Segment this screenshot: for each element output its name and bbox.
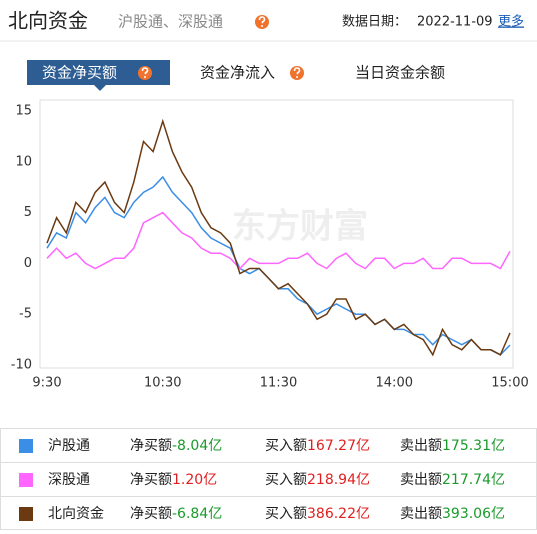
sell-value: 217.74亿 [442,472,505,488]
tab[interactable]: 资金净流入 [200,64,275,82]
series-line [46,118,511,357]
net-cell: 净买额-6.84亿 [130,506,222,522]
net-value: -6.84亿 [172,506,222,522]
sell-cell: 卖出额175.31亿 [400,438,505,454]
buy-value: 167.27亿 [307,438,370,454]
sell-value: 393.06亿 [442,506,505,522]
tab[interactable]: 当日资金余额 [355,64,445,82]
x-tick-label: 14:00 [376,376,413,391]
net-label: 净买额 [130,472,172,488]
buy-label: 买入额 [265,506,307,522]
buy-label: 买入额 [265,438,307,454]
help-icon[interactable] [290,66,304,80]
x-tick-label: 9:30 [32,376,61,391]
buy-cell: 买入额167.27亿 [265,438,370,454]
more-link[interactable]: 更多 [498,14,524,30]
legend-swatch [19,439,33,453]
legend-name: 沪股通 [48,438,90,454]
buy-cell: 买入额218.94亿 [265,472,370,488]
y-tick-label: -10 [11,358,32,373]
y-tick-label: 5 [24,205,32,220]
sell-label: 卖出额 [400,506,442,522]
legend-name: 北向资金 [48,506,104,522]
tab-pointer [94,85,106,91]
plot-frame [39,99,514,369]
sell-cell: 卖出额393.06亿 [400,506,505,522]
subtitle: 沪股通、深股通 [118,13,223,31]
net-label: 净买额 [130,506,172,522]
sell-label: 卖出额 [400,472,442,488]
tab[interactable]: 资金净买额 [42,64,117,82]
net-label: 净买额 [130,438,172,454]
buy-value: 218.94亿 [307,472,370,488]
buy-label: 买入额 [265,472,307,488]
net-value: 1.20亿 [172,472,217,488]
series-line [46,211,511,270]
date-label: 数据日期： [342,15,407,30]
help-icon[interactable] [138,66,152,80]
y-tick-label: -5 [19,307,32,322]
net-cell: 净买额-8.04亿 [130,438,222,454]
help-icon[interactable] [255,15,269,29]
y-tick-label: 10 [15,154,32,169]
sell-value: 175.31亿 [442,438,505,454]
x-tick-label: 15:00 [491,376,528,391]
x-tick-label: 10:30 [144,376,181,391]
x-tick-label: 11:30 [260,376,297,391]
y-tick-label: 0 [24,256,32,271]
legend-name: 深股通 [48,472,90,488]
plot [46,118,511,357]
buy-cell: 买入额386.22亿 [265,506,370,522]
net-value: -8.04亿 [172,438,222,454]
title: 北向资金 [8,9,88,33]
sell-cell: 卖出额217.74亿 [400,472,505,488]
y-tick-label: 15 [15,104,32,119]
legend-swatch [19,473,33,487]
legend-swatch [19,507,33,521]
buy-value: 386.22亿 [307,506,370,522]
date: 2022-11-09 [417,15,493,30]
sell-label: 卖出额 [400,438,442,454]
net-cell: 净买额1.20亿 [130,472,217,488]
watermark: 东方财富 [232,207,368,247]
